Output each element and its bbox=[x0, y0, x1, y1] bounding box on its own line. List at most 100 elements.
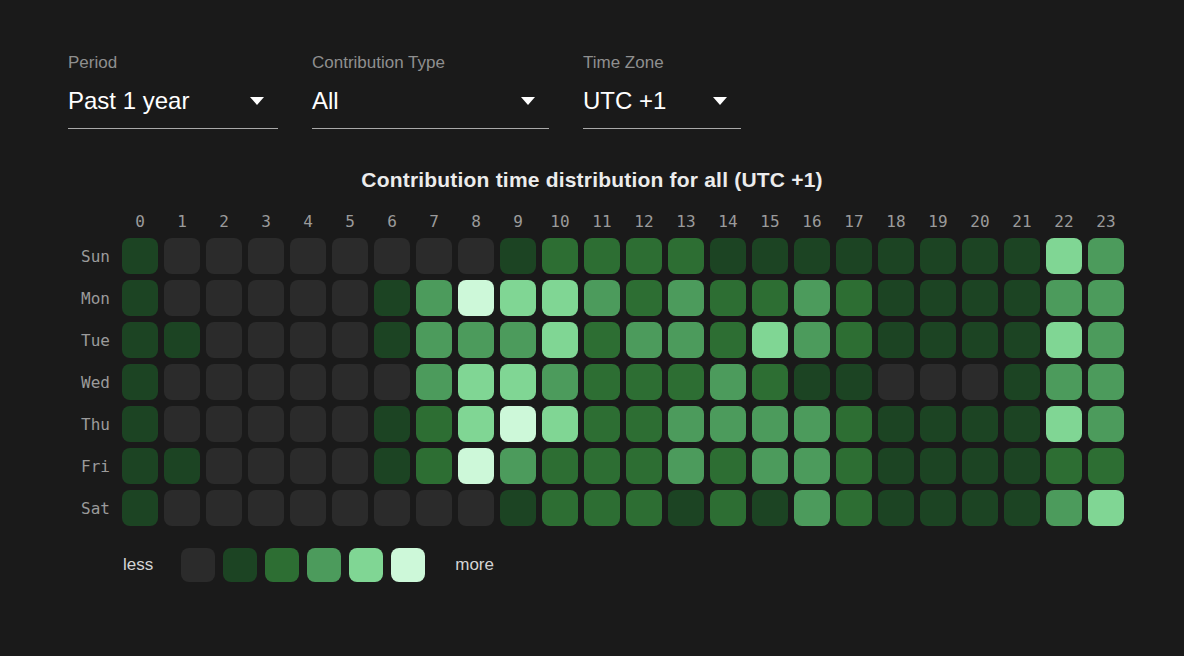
heatmap-cell[interactable] bbox=[1004, 448, 1040, 484]
heatmap-cell[interactable] bbox=[1088, 322, 1124, 358]
heatmap-cell[interactable] bbox=[584, 406, 620, 442]
heatmap-cell[interactable] bbox=[710, 364, 746, 400]
heatmap-cell[interactable] bbox=[332, 280, 368, 316]
heatmap-cell[interactable] bbox=[164, 364, 200, 400]
heatmap-cell[interactable] bbox=[962, 364, 998, 400]
contribution-type-select[interactable]: All bbox=[312, 87, 549, 129]
heatmap-cell[interactable] bbox=[206, 238, 242, 274]
heatmap-cell[interactable] bbox=[542, 448, 578, 484]
heatmap-cell[interactable] bbox=[626, 364, 662, 400]
heatmap-cell[interactable] bbox=[290, 280, 326, 316]
heatmap-cell[interactable] bbox=[500, 448, 536, 484]
heatmap-cell[interactable] bbox=[584, 490, 620, 526]
heatmap-cell[interactable] bbox=[542, 280, 578, 316]
heatmap-cell[interactable] bbox=[458, 280, 494, 316]
heatmap-cell[interactable] bbox=[122, 280, 158, 316]
heatmap-cell[interactable] bbox=[710, 322, 746, 358]
heatmap-cell[interactable] bbox=[878, 280, 914, 316]
heatmap-cell[interactable] bbox=[626, 448, 662, 484]
heatmap-cell[interactable] bbox=[1004, 490, 1040, 526]
heatmap-cell[interactable] bbox=[1088, 448, 1124, 484]
heatmap-cell[interactable] bbox=[248, 238, 284, 274]
heatmap-cell[interactable] bbox=[878, 364, 914, 400]
heatmap-cell[interactable] bbox=[710, 490, 746, 526]
heatmap-cell[interactable] bbox=[1088, 406, 1124, 442]
heatmap-cell[interactable] bbox=[458, 364, 494, 400]
heatmap-cell[interactable] bbox=[878, 406, 914, 442]
heatmap-cell[interactable] bbox=[374, 490, 410, 526]
heatmap-cell[interactable] bbox=[878, 490, 914, 526]
heatmap-cell[interactable] bbox=[164, 322, 200, 358]
heatmap-cell[interactable] bbox=[374, 322, 410, 358]
heatmap-cell[interactable] bbox=[878, 238, 914, 274]
heatmap-cell[interactable] bbox=[416, 448, 452, 484]
heatmap-cell[interactable] bbox=[836, 322, 872, 358]
heatmap-cell[interactable] bbox=[668, 406, 704, 442]
heatmap-cell[interactable] bbox=[962, 448, 998, 484]
heatmap-cell[interactable] bbox=[1046, 364, 1082, 400]
heatmap-cell[interactable] bbox=[206, 322, 242, 358]
heatmap-cell[interactable] bbox=[626, 280, 662, 316]
heatmap-cell[interactable] bbox=[1088, 364, 1124, 400]
period-select[interactable]: Past 1 year bbox=[68, 87, 278, 129]
heatmap-cell[interactable] bbox=[248, 364, 284, 400]
heatmap-cell[interactable] bbox=[920, 322, 956, 358]
heatmap-cell[interactable] bbox=[1046, 238, 1082, 274]
heatmap-cell[interactable] bbox=[206, 406, 242, 442]
heatmap-cell[interactable] bbox=[584, 322, 620, 358]
heatmap-cell[interactable] bbox=[542, 406, 578, 442]
heatmap-cell[interactable] bbox=[164, 406, 200, 442]
heatmap-cell[interactable] bbox=[710, 448, 746, 484]
heatmap-cell[interactable] bbox=[500, 364, 536, 400]
heatmap-cell[interactable] bbox=[458, 238, 494, 274]
heatmap-cell[interactable] bbox=[752, 322, 788, 358]
heatmap-cell[interactable] bbox=[1004, 280, 1040, 316]
heatmap-cell[interactable] bbox=[416, 406, 452, 442]
heatmap-cell[interactable] bbox=[542, 490, 578, 526]
heatmap-cell[interactable] bbox=[794, 280, 830, 316]
heatmap-cell[interactable] bbox=[752, 364, 788, 400]
heatmap-cell[interactable] bbox=[290, 448, 326, 484]
heatmap-cell[interactable] bbox=[500, 490, 536, 526]
heatmap-cell[interactable] bbox=[584, 364, 620, 400]
heatmap-cell[interactable] bbox=[500, 322, 536, 358]
heatmap-cell[interactable] bbox=[500, 280, 536, 316]
heatmap-cell[interactable] bbox=[374, 406, 410, 442]
heatmap-cell[interactable] bbox=[164, 448, 200, 484]
heatmap-cell[interactable] bbox=[206, 448, 242, 484]
heatmap-cell[interactable] bbox=[458, 490, 494, 526]
heatmap-cell[interactable] bbox=[332, 406, 368, 442]
heatmap-cell[interactable] bbox=[1046, 406, 1082, 442]
heatmap-cell[interactable] bbox=[374, 364, 410, 400]
heatmap-cell[interactable] bbox=[122, 364, 158, 400]
heatmap-cell[interactable] bbox=[794, 448, 830, 484]
heatmap-cell[interactable] bbox=[458, 322, 494, 358]
heatmap-cell[interactable] bbox=[752, 280, 788, 316]
heatmap-cell[interactable] bbox=[668, 280, 704, 316]
heatmap-cell[interactable] bbox=[248, 406, 284, 442]
heatmap-cell[interactable] bbox=[290, 322, 326, 358]
heatmap-cell[interactable] bbox=[584, 280, 620, 316]
heatmap-cell[interactable] bbox=[290, 490, 326, 526]
heatmap-cell[interactable] bbox=[920, 406, 956, 442]
heatmap-cell[interactable] bbox=[248, 448, 284, 484]
heatmap-cell[interactable] bbox=[164, 280, 200, 316]
heatmap-cell[interactable] bbox=[794, 238, 830, 274]
heatmap-cell[interactable] bbox=[878, 322, 914, 358]
heatmap-cell[interactable] bbox=[122, 448, 158, 484]
heatmap-cell[interactable] bbox=[1046, 490, 1082, 526]
heatmap-cell[interactable] bbox=[626, 322, 662, 358]
heatmap-cell[interactable] bbox=[668, 448, 704, 484]
heatmap-cell[interactable] bbox=[836, 448, 872, 484]
heatmap-cell[interactable] bbox=[710, 280, 746, 316]
heatmap-cell[interactable] bbox=[962, 238, 998, 274]
heatmap-cell[interactable] bbox=[1004, 322, 1040, 358]
heatmap-cell[interactable] bbox=[668, 322, 704, 358]
heatmap-cell[interactable] bbox=[836, 406, 872, 442]
time-zone-select[interactable]: UTC +1 bbox=[583, 87, 741, 129]
heatmap-cell[interactable] bbox=[542, 238, 578, 274]
heatmap-cell[interactable] bbox=[374, 238, 410, 274]
heatmap-cell[interactable] bbox=[626, 238, 662, 274]
heatmap-cell[interactable] bbox=[836, 364, 872, 400]
heatmap-cell[interactable] bbox=[836, 238, 872, 274]
